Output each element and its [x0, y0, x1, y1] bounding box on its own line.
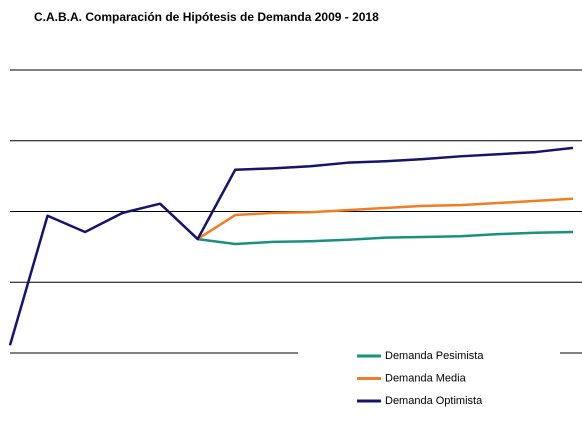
chart-title: C.A.B.A. Comparación de Hipótesis de Dem… [34, 10, 379, 24]
legend-box [298, 340, 560, 416]
series-line [196, 197, 574, 241]
series-line [8, 146, 574, 346]
legend-label: Demanda Optimista [385, 395, 483, 407]
legend-label: Demanda Media [385, 372, 467, 384]
legend-label: Demanda Pesimista [385, 350, 484, 362]
series-line [197, 230, 574, 246]
